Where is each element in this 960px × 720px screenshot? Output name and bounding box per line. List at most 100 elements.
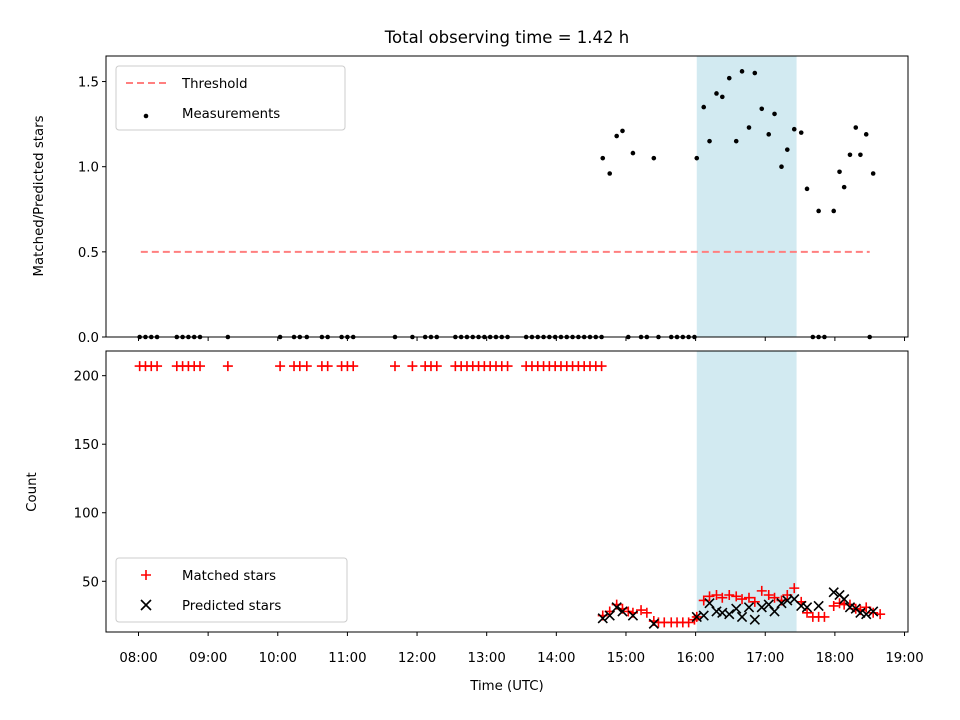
predicted-star-point (776, 598, 787, 609)
measurement-point (714, 91, 719, 96)
legend-label: Threshold (181, 77, 248, 92)
matched-star-point (301, 361, 312, 372)
predicted-star-point (604, 610, 615, 621)
measurement-point (853, 125, 859, 130)
matched-star-point (275, 361, 286, 372)
x-tick-label: 17:00 (746, 651, 784, 666)
shaded-interval (696, 56, 797, 337)
predicted-star-point (861, 609, 872, 620)
y-tick-label: 0.5 (78, 246, 99, 261)
matched-star-point (828, 600, 839, 611)
measurement-point (733, 138, 739, 144)
axes-frame (105, 55, 909, 338)
y-tick-label: 150 (74, 438, 99, 453)
measurement-point (719, 94, 725, 100)
shaded-interval (696, 351, 797, 632)
bottom-panel: 50 100 150 200 08:00 09:00 10:00 11:00 12:00 13:0… (74, 350, 924, 666)
matched-star-point (389, 361, 400, 372)
predicted-star-point (838, 593, 850, 605)
matched-star-point (407, 361, 418, 372)
predicted-star-point (617, 606, 628, 617)
legend-matched-marker (141, 570, 151, 580)
top-chart-title: Total observing time = 1.42 h (384, 28, 629, 47)
predicted-star-point (698, 610, 709, 621)
legend-label: Measurements (182, 107, 280, 122)
y-tick-label: 1.5 (78, 76, 99, 91)
matched-star-point (636, 605, 647, 616)
measurement-point (739, 69, 745, 74)
measurement-point (772, 111, 777, 117)
measurement-point (694, 155, 700, 161)
measurement-point (746, 125, 752, 130)
bottom-y-axis-label: Count (25, 472, 40, 512)
measurement-point (870, 171, 876, 176)
top-y-axis-label: Matched/Predicted stars (32, 115, 47, 276)
predicted-star-point (828, 587, 839, 598)
measurement-point (726, 75, 732, 81)
y-tick-label: 100 (74, 507, 99, 522)
measurement-point (779, 164, 784, 169)
measurement-point (707, 138, 712, 144)
matched-star-point (195, 361, 206, 372)
x-tick-label: 18:00 (816, 651, 854, 666)
matched-star-point (789, 583, 800, 594)
matched-star-point (717, 592, 728, 603)
measurement-point (607, 171, 613, 176)
predicted-star-point (801, 602, 813, 613)
legend: Matched stars Predicted stars (115, 557, 348, 623)
measurement-point (798, 130, 804, 135)
matched-star-point (731, 591, 742, 602)
measurement-point (600, 155, 606, 161)
x-tick-label: 10:00 (259, 651, 297, 666)
matched-star-point (704, 591, 715, 602)
y-tick-label: 200 (74, 370, 99, 385)
matched-star-point (756, 585, 767, 596)
matched-star-point (596, 361, 607, 372)
x-tick-label: 13:00 (468, 651, 506, 666)
x-tick-label: 19:00 (885, 651, 923, 666)
measurement-point (630, 150, 636, 156)
measurement-point (651, 155, 657, 161)
predicted-star-point (769, 606, 780, 617)
measurement-point (816, 208, 821, 214)
matched-star-point (502, 361, 513, 372)
predicted-star-point (597, 613, 608, 624)
predicted-star-point (756, 602, 767, 613)
top-panel: 0.0 0.5 1.0 1.5 Threshold Measurements (78, 55, 909, 346)
matched-star-point (819, 611, 830, 622)
measurement-point (701, 104, 707, 110)
legend-label: Predicted stars (182, 599, 281, 614)
matched-star-point (683, 617, 694, 628)
predicted-star-point (868, 606, 879, 617)
x-tick-label: 11:00 (328, 651, 366, 666)
bottom-x-axis-label: Time (UTC) (469, 679, 544, 694)
measurement-point (791, 126, 797, 132)
y-tick-label: 1.0 (78, 161, 99, 176)
axes-frame (105, 350, 909, 633)
matched-star-point (348, 361, 359, 372)
matched-star-point (322, 361, 333, 372)
predicted-star-point (724, 609, 735, 620)
legend-measurement-marker (143, 113, 149, 119)
legend-label: Matched stars (182, 569, 276, 584)
matched-star-point (711, 589, 722, 600)
x-tick-label: 09:00 (189, 651, 227, 666)
x-tick-label: 16:00 (676, 651, 714, 666)
measurement-point (841, 184, 847, 190)
matched-star-point (769, 592, 780, 603)
x-tick-label: 14:00 (537, 651, 575, 666)
matched-star-point (222, 361, 233, 372)
matched-star-point (763, 589, 774, 600)
matched-star-point (737, 594, 748, 605)
legend-box (115, 557, 348, 623)
measurement-point (784, 147, 790, 152)
predicted-star-point (611, 602, 622, 613)
measurement-point (858, 152, 863, 158)
predicted-star-point (648, 618, 659, 629)
predicted-star-point (627, 610, 639, 621)
matched-star-point (749, 596, 760, 607)
matched-star-point (152, 361, 163, 372)
x-tick-label: 08:00 (119, 651, 157, 666)
measurement-point (837, 169, 842, 175)
